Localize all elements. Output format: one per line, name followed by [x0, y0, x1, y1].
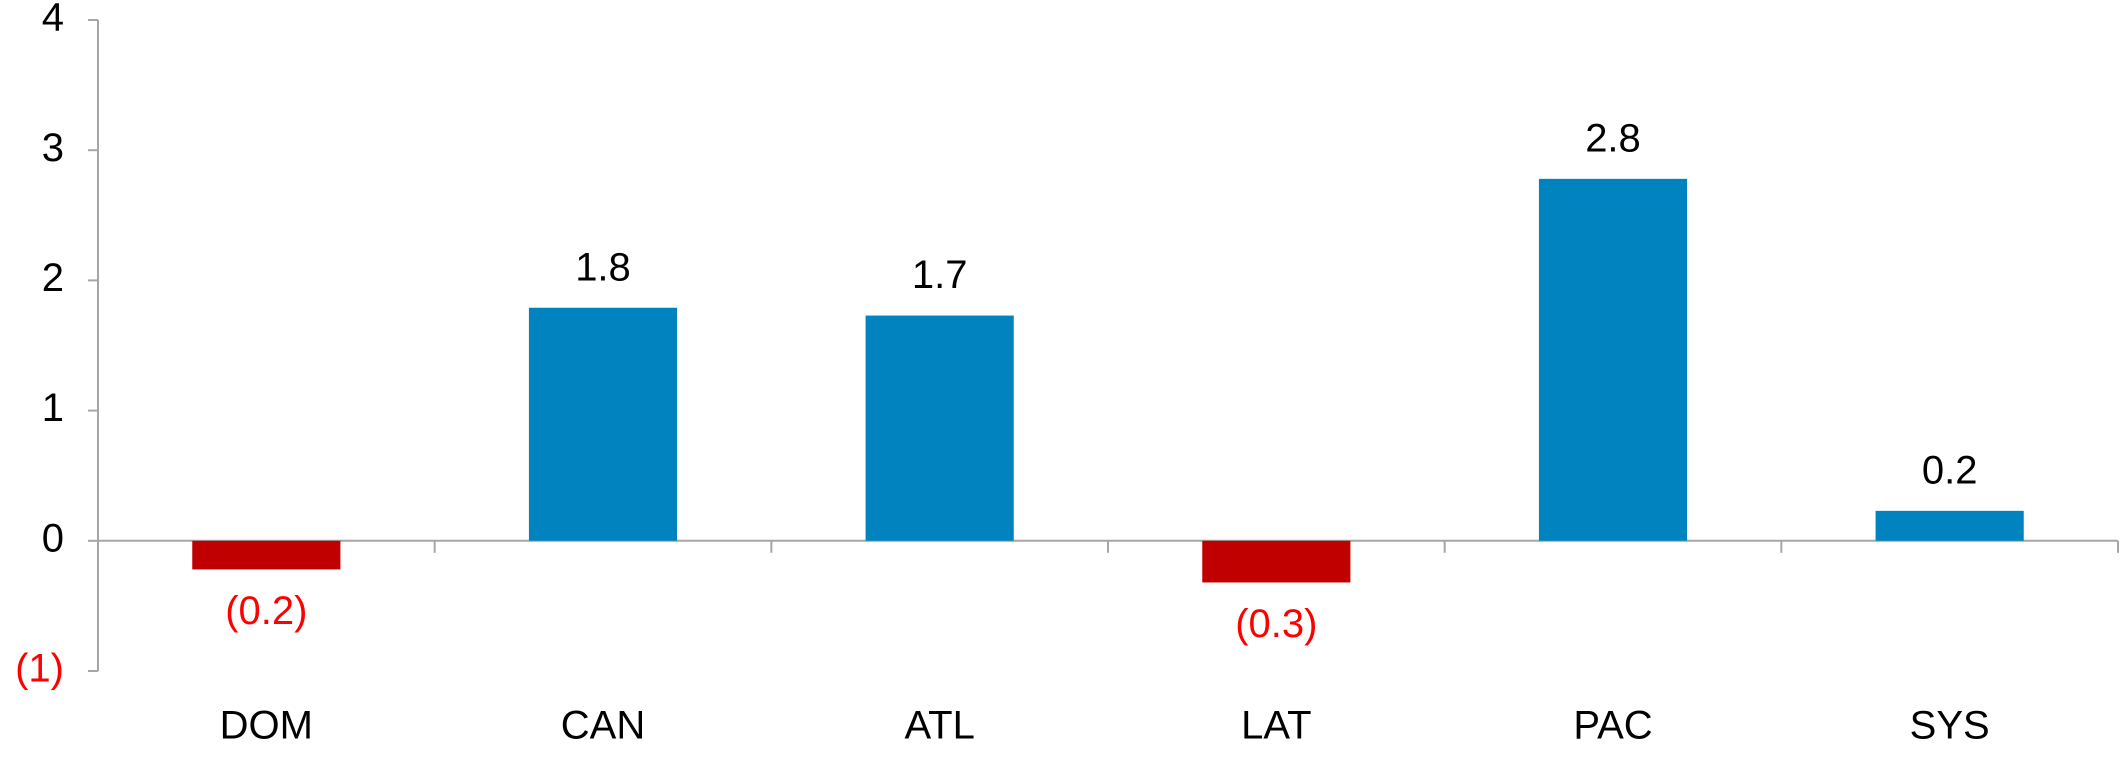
value-label: 0.2 [1922, 448, 1978, 492]
x-tick-label: PAC [1573, 704, 1652, 748]
y-tick-label: 1 [42, 386, 64, 430]
y-tick-label: (1) [15, 647, 64, 691]
x-tick-label: ATL [904, 704, 974, 748]
y-tick-label: 3 [42, 126, 64, 170]
y-tick-label: 4 [42, 0, 64, 40]
value-label: 2.8 [1585, 116, 1641, 160]
bar [528, 307, 678, 541]
bar [1875, 510, 2024, 541]
y-tick-label: 2 [42, 256, 64, 300]
bar [1538, 178, 1688, 541]
bar [865, 315, 1014, 541]
value-label: 1.7 [912, 253, 968, 297]
value-label: (0.2) [225, 589, 307, 633]
value-label: (0.3) [1235, 602, 1317, 646]
bar [192, 540, 341, 570]
x-tick-label: SYS [1910, 704, 1990, 748]
x-tick-label: DOM [220, 704, 313, 748]
value-label: 1.8 [575, 245, 631, 289]
x-tick-label: CAN [561, 704, 645, 748]
bar [1202, 540, 1351, 583]
y-tick-label: 0 [42, 516, 64, 560]
x-tick-label: LAT [1241, 704, 1311, 748]
